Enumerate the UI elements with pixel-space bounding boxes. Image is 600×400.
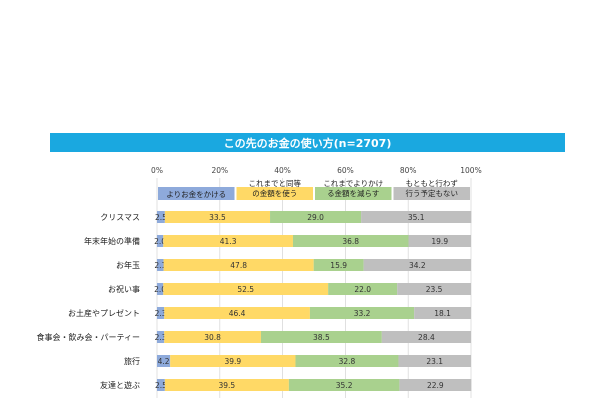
data-label: 18.1 — [434, 309, 451, 318]
legend-swatch — [158, 187, 235, 200]
data-label: 29.0 — [307, 213, 324, 222]
bar-segment — [363, 259, 471, 271]
x-tick-label: 100% — [460, 166, 481, 175]
bar-segment — [270, 211, 362, 223]
legend-swatch — [393, 187, 470, 200]
bar-segment — [157, 235, 164, 247]
legend-label: これまでよりかけ — [323, 179, 383, 188]
data-label: 38.5 — [313, 333, 330, 342]
data-label: 2.3 — [155, 309, 167, 318]
bar-segment — [398, 355, 471, 367]
data-label: 52.5 — [237, 285, 254, 294]
bar-segment — [157, 211, 165, 223]
category-label: お年玉 — [116, 260, 140, 270]
x-tick-label: 40% — [274, 166, 291, 175]
bar-segment — [157, 379, 165, 391]
x-tick-label: 60% — [337, 166, 354, 175]
data-label: 47.8 — [230, 261, 247, 270]
x-tick-label: 80% — [400, 166, 417, 175]
bar-segment — [164, 331, 261, 343]
category-label: クリスマス — [100, 213, 140, 222]
data-label: 2.1 — [154, 261, 166, 270]
data-label: 22.9 — [427, 381, 444, 390]
data-label: 33.5 — [209, 213, 226, 222]
bar-segment — [260, 331, 382, 343]
chart-title: この先のお金の使い方(n=2707) — [50, 133, 565, 152]
data-label: 2.0 — [154, 285, 166, 294]
legend-label: の金額を使う — [252, 188, 297, 198]
bar-segment — [164, 379, 289, 391]
legend-label: 行う予定もない — [406, 188, 459, 198]
bar-segment — [163, 283, 329, 295]
x-tick-label: 20% — [211, 166, 228, 175]
bar-segment — [408, 235, 471, 247]
data-label: 35.1 — [408, 213, 425, 222]
data-label: 2.5 — [155, 381, 167, 390]
data-label: 4.2 — [158, 357, 170, 366]
bar-segment — [157, 307, 165, 319]
legend-label: る金額を減らす — [327, 188, 379, 198]
category-label: 友達と遊ぶ — [100, 380, 140, 390]
legend-swatch — [315, 187, 392, 200]
bar-segment — [163, 235, 293, 247]
data-label: 22.0 — [354, 285, 371, 294]
data-label: 34.2 — [409, 261, 426, 270]
category-label: お土産やプレゼント — [68, 308, 140, 318]
data-label: 2.5 — [155, 213, 167, 222]
data-label: 41.3 — [220, 237, 237, 246]
data-label: 2.0 — [154, 237, 166, 246]
legend-label: よりお金をかける — [166, 189, 226, 199]
x-tick-label: 0% — [151, 166, 163, 175]
bar-segment — [381, 331, 471, 343]
bar-segment — [309, 307, 415, 319]
data-label: 23.5 — [426, 285, 443, 294]
data-label: 15.9 — [330, 261, 347, 270]
data-label: 39.9 — [224, 357, 241, 366]
bar-segment — [157, 283, 164, 295]
bar-segment — [313, 259, 364, 271]
data-label: 39.5 — [219, 381, 236, 390]
bar-segment — [399, 379, 472, 391]
bar-segment — [164, 307, 310, 319]
bar-segment — [164, 211, 271, 223]
data-label: 36.8 — [342, 237, 359, 246]
data-label: 33.2 — [354, 309, 371, 318]
legend-label: もともと行わず — [406, 178, 458, 188]
data-label: 23.1 — [426, 357, 443, 366]
data-label: 30.8 — [204, 333, 221, 342]
data-label: 35.2 — [336, 381, 353, 390]
category-label: 食事会・飲み会・パーティー — [36, 332, 140, 342]
bar-segment — [163, 259, 314, 271]
bar-segment — [361, 211, 472, 223]
bar-segment — [295, 355, 399, 367]
bar-segment — [328, 283, 398, 295]
legend-label: これまでと同等 — [249, 178, 302, 188]
category-label: 旅行 — [124, 356, 140, 366]
data-label: 46.4 — [229, 309, 246, 318]
legend-swatch — [236, 187, 313, 200]
category-label: お祝い事 — [108, 284, 140, 294]
data-label: 32.8 — [339, 357, 356, 366]
category-label: 年末年始の準備 — [84, 236, 140, 246]
data-label: 2.3 — [155, 333, 167, 342]
bar-segment — [397, 283, 471, 295]
bar-segment — [292, 235, 409, 247]
bar-segment — [157, 259, 164, 271]
bar-segment — [157, 331, 165, 343]
data-label: 19.9 — [431, 237, 448, 246]
bar-segment — [414, 307, 471, 319]
bar-segment — [157, 355, 171, 367]
data-label: 28.4 — [418, 333, 435, 342]
bar-segment — [288, 379, 400, 391]
bar-segment — [170, 355, 296, 367]
